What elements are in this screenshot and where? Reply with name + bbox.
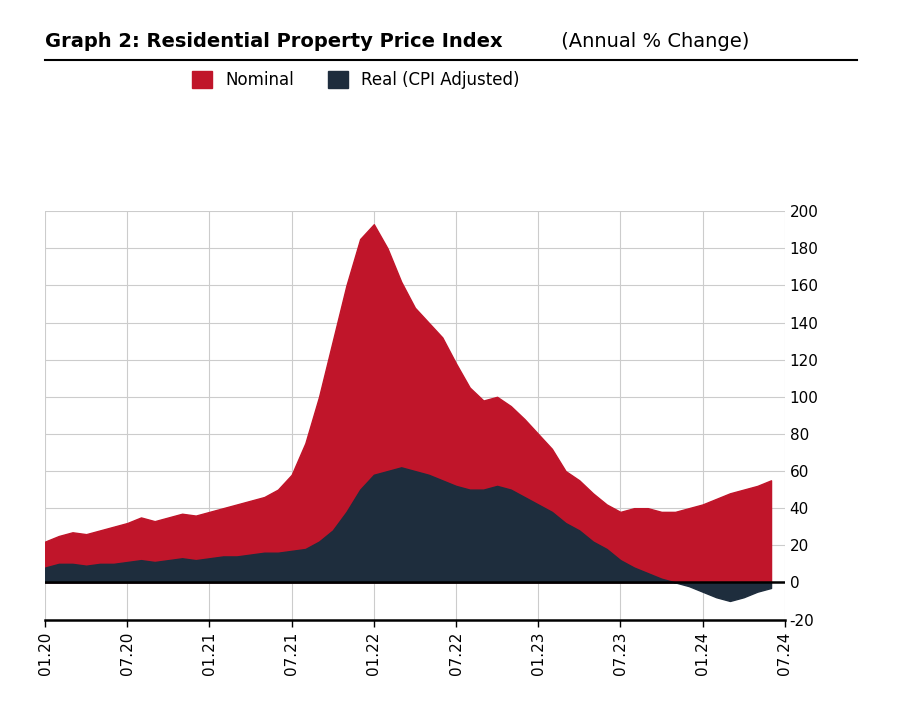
Text: Graph 2: Residential Property Price Index: Graph 2: Residential Property Price Inde… [45,32,502,51]
Legend: Nominal, Real (CPI Adjusted): Nominal, Real (CPI Adjusted) [186,64,526,96]
Text: (Annual % Change): (Annual % Change) [555,32,749,51]
